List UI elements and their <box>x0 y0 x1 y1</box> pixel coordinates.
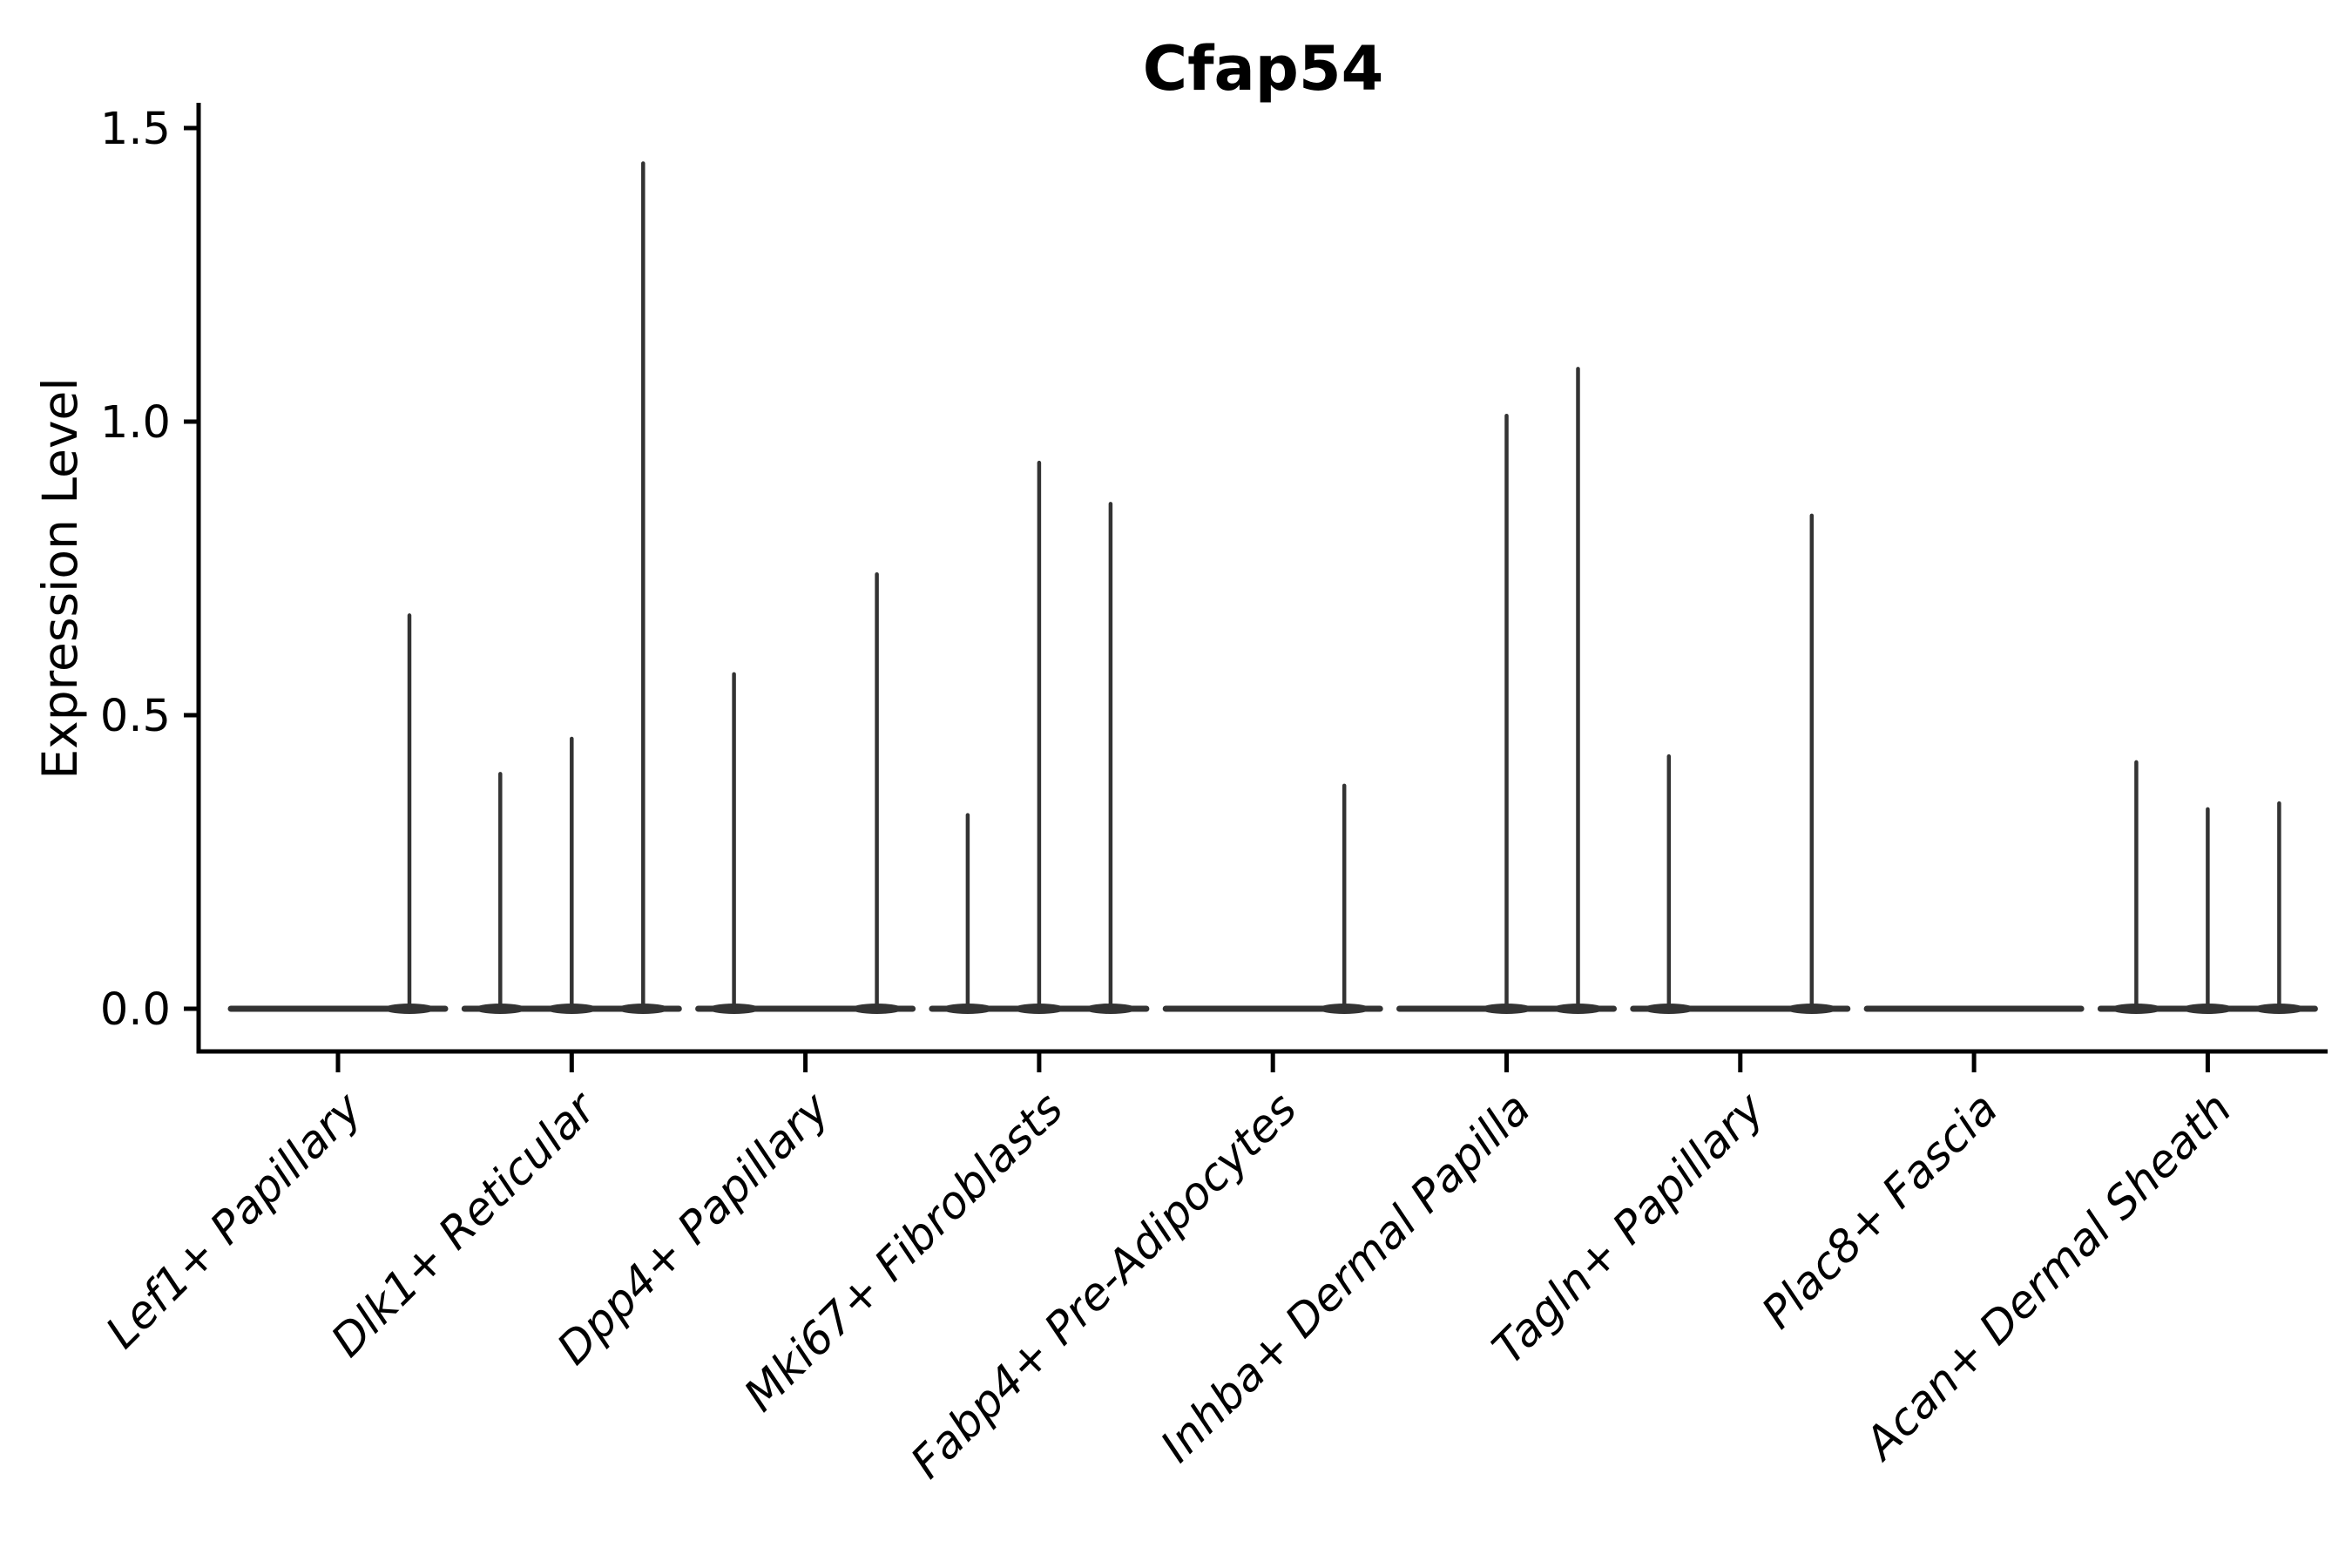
y-tick-label: 1.5 <box>100 104 171 155</box>
x-category-label: Inhba+ Dermal Papilla <box>1152 1083 1541 1472</box>
x-category-label: Acan+ Dermal Sheath <box>1854 1083 2241 1470</box>
chart-title: Cfap54 <box>1143 33 1384 105</box>
violin-group <box>1162 783 1383 1014</box>
violin-group <box>2097 760 2318 1014</box>
violin-group <box>461 161 682 1014</box>
violin-group <box>695 571 916 1014</box>
violin-layer <box>227 161 2318 1014</box>
x-category-label: Lef1+ Papillary <box>97 1083 373 1359</box>
violin-group <box>227 613 449 1014</box>
x-category-label: Plac8+ Fascia <box>1753 1083 2009 1339</box>
y-tick-label: 0.0 <box>100 984 171 1036</box>
y-tick-label: 0.5 <box>100 691 171 742</box>
y-tick-label: 1.0 <box>100 397 171 449</box>
violin-group <box>1396 367 1617 1014</box>
x-category-label: Fabp4+ Pre-Adipocytes <box>902 1083 1308 1489</box>
violin-group <box>929 460 1150 1014</box>
violin-group <box>1630 513 1851 1014</box>
y-axis-label: Expression Level <box>32 377 88 779</box>
